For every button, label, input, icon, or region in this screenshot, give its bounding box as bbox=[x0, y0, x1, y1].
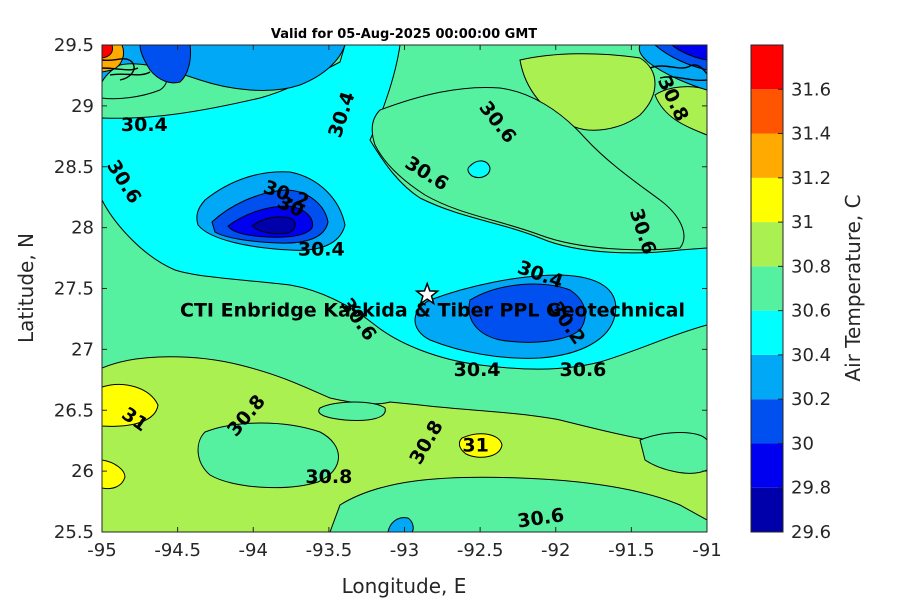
y-tick-label: 26 bbox=[71, 461, 94, 482]
colorbar-swatch bbox=[751, 354, 783, 400]
x-tick-label: -94 bbox=[239, 540, 268, 561]
colorbar-tick-label: 30 bbox=[791, 433, 814, 454]
region-29.8-ne bbox=[671, 45, 707, 61]
colorbar-swatch bbox=[751, 222, 783, 267]
region-30.4-north-blob bbox=[467, 160, 491, 179]
region-31-sw-edge bbox=[102, 459, 126, 490]
colorbar-tick-label: 30.8 bbox=[791, 256, 831, 277]
colorbar-tick-label: 29.6 bbox=[791, 522, 831, 543]
colorbar-swatch bbox=[751, 177, 783, 223]
y-axis-label: Latitude, N bbox=[14, 233, 38, 343]
region-31-south bbox=[458, 433, 503, 458]
y-tick-label: 26.5 bbox=[54, 400, 94, 421]
x-tick-label: -94.5 bbox=[154, 540, 201, 561]
colorbar-tick-label: 31.6 bbox=[791, 79, 831, 100]
region-30.6-patch-s bbox=[329, 476, 707, 532]
colorbar-tick-label: 31 bbox=[791, 212, 814, 233]
region-30.0-east bbox=[468, 283, 586, 343]
y-tick-label: 25.5 bbox=[54, 522, 94, 543]
colorbar-swatch bbox=[751, 443, 783, 488]
contour-label: 30.4 bbox=[121, 114, 168, 136]
colorbar-swatch bbox=[751, 310, 783, 355]
x-axis-label: Longitude, E bbox=[342, 574, 467, 598]
contour-label: 30.4 bbox=[454, 359, 501, 381]
colorbar-swatch bbox=[751, 133, 783, 178]
colorbar-swatch bbox=[751, 487, 783, 532]
chart-title: Valid for 05-Aug-2025 00:00:00 GMT bbox=[271, 27, 537, 42]
y-tick-label: 27 bbox=[71, 339, 94, 360]
x-tick-label: -92 bbox=[541, 540, 570, 561]
x-tick-label: -93.5 bbox=[306, 540, 353, 561]
x-tick-label: -95 bbox=[87, 540, 116, 561]
site-marker-group: CTI Enbridge Kaskida & Tiber PPL Geotech… bbox=[180, 281, 685, 322]
colorbar-tick-label: 30.4 bbox=[791, 345, 831, 366]
y-tick-label: 28 bbox=[71, 218, 94, 239]
coastline-nw bbox=[102, 58, 151, 81]
x-tick-label: -91 bbox=[692, 540, 721, 561]
y-tick-label: 28.5 bbox=[54, 157, 94, 178]
region-30.0-nw bbox=[139, 45, 191, 84]
region-30.8-ne2 bbox=[654, 86, 707, 136]
colorbar-label: Air Temperature, C bbox=[841, 194, 865, 381]
x-tick-label: -93 bbox=[390, 540, 419, 561]
contour-label: 30.8 bbox=[305, 466, 352, 488]
x-tick-label: -92.5 bbox=[457, 540, 504, 561]
coastline-ne bbox=[649, 64, 707, 82]
colorbar-frame bbox=[750, 44, 784, 533]
colorbar: 29.6 29.8 30 30.2 30.4 30.6 30.8 31 31.2 31.4 31.6 bbox=[750, 44, 831, 543]
colorbar-tick-label: 31.2 bbox=[791, 168, 831, 189]
region-30.6-patch-sw bbox=[197, 422, 339, 489]
site-label: CTI Enbridge Kaskida & Tiber PPL Geotech… bbox=[180, 300, 685, 322]
colorbar-swatch bbox=[751, 45, 783, 90]
region-29.6-mid bbox=[251, 216, 296, 235]
contour-label: 30.6 bbox=[560, 359, 607, 381]
y-axis-ticks: 25.5 26 26.5 27 27.5 28 28.5 29 29.5 bbox=[54, 35, 707, 543]
colorbar-tick-label: 31.4 bbox=[791, 124, 831, 145]
colorbar-swatch bbox=[751, 89, 783, 134]
x-tick-label: -91.5 bbox=[608, 540, 655, 561]
contour-label: 30.4 bbox=[298, 238, 345, 260]
region-30.6-patch-se bbox=[639, 432, 707, 474]
colorbar-swatch bbox=[751, 399, 783, 444]
colorbar-tick-label: 30.2 bbox=[791, 389, 831, 410]
site-star-icon bbox=[414, 281, 440, 306]
y-tick-label: 29.5 bbox=[54, 35, 94, 56]
region-31-west bbox=[102, 383, 159, 427]
y-tick-label: 29 bbox=[71, 96, 94, 117]
colorbar-tick-label: 29.8 bbox=[791, 478, 831, 499]
contour-label: 31 bbox=[462, 434, 488, 456]
colorbar-swatch bbox=[751, 266, 783, 311]
colorbar-tick-label: 30.6 bbox=[791, 301, 831, 322]
y-tick-label: 27.5 bbox=[54, 279, 94, 300]
region-30.6-mid-w bbox=[318, 401, 386, 421]
region-30.6-north bbox=[371, 87, 685, 251]
region-30.2-south bbox=[387, 517, 414, 532]
x-axis-ticks: -95 -94.5 -94 -93.5 -93 -92.5 -92 -91.5 -91 bbox=[87, 45, 722, 561]
